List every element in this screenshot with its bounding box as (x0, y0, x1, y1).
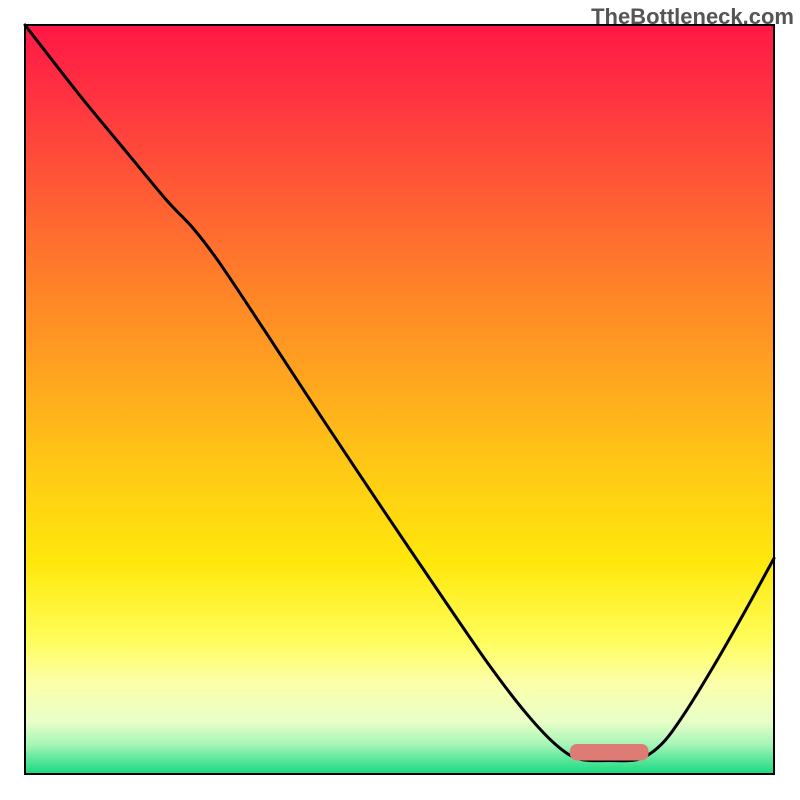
optimal-range-marker (570, 744, 649, 760)
bottleneck-chart (0, 0, 800, 800)
watermark-text: TheBottleneck.com (591, 4, 794, 30)
plot-background (25, 25, 774, 774)
chart-container: TheBottleneck.com (0, 0, 800, 800)
